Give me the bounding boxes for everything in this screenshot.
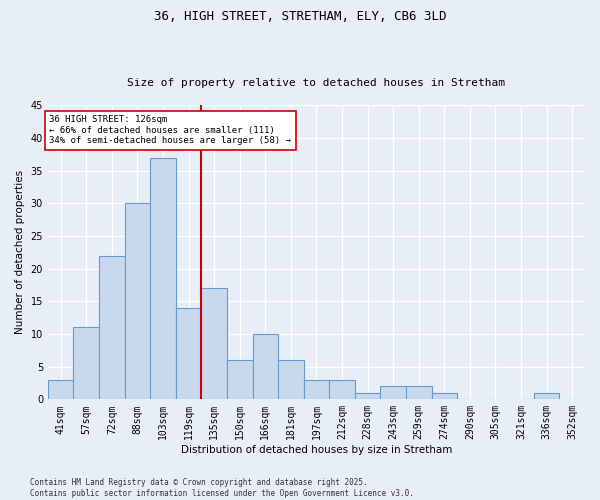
Bar <box>355 393 380 400</box>
Bar <box>48 380 73 400</box>
Bar <box>227 360 253 400</box>
Bar <box>73 328 99 400</box>
Bar <box>202 288 227 400</box>
Text: Contains HM Land Registry data © Crown copyright and database right 2025.
Contai: Contains HM Land Registry data © Crown c… <box>30 478 414 498</box>
Bar <box>278 360 304 400</box>
Bar <box>329 380 355 400</box>
Bar <box>304 380 329 400</box>
Bar <box>125 204 150 400</box>
X-axis label: Distribution of detached houses by size in Stretham: Distribution of detached houses by size … <box>181 445 452 455</box>
Bar <box>99 256 125 400</box>
Bar <box>406 386 431 400</box>
Bar <box>431 393 457 400</box>
Bar <box>253 334 278 400</box>
Title: Size of property relative to detached houses in Stretham: Size of property relative to detached ho… <box>127 78 505 88</box>
Bar <box>150 158 176 400</box>
Text: 36, HIGH STREET, STRETHAM, ELY, CB6 3LD: 36, HIGH STREET, STRETHAM, ELY, CB6 3LD <box>154 10 446 23</box>
Text: 36 HIGH STREET: 126sqm
← 66% of detached houses are smaller (111)
34% of semi-de: 36 HIGH STREET: 126sqm ← 66% of detached… <box>49 115 291 145</box>
Bar <box>176 308 202 400</box>
Bar <box>380 386 406 400</box>
Bar <box>534 393 559 400</box>
Y-axis label: Number of detached properties: Number of detached properties <box>15 170 25 334</box>
